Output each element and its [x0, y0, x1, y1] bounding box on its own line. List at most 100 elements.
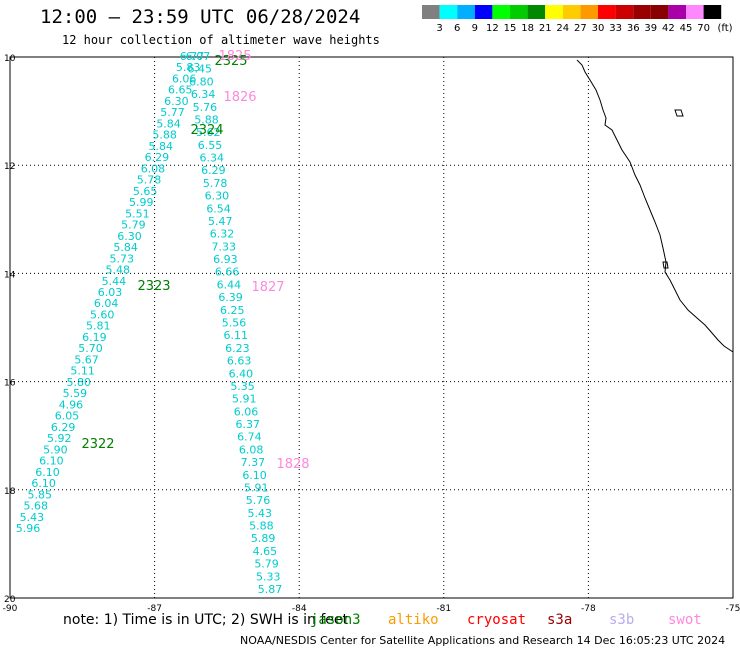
wave-height-value: 5.87: [258, 583, 283, 596]
wave-height-value: 6.10: [242, 469, 267, 482]
wave-height-value: 6.10: [39, 455, 64, 468]
track-time-label: 2323: [137, 279, 170, 294]
mission-jason3: jason3: [310, 612, 361, 628]
wave-height-value: 4.65: [253, 545, 278, 558]
mission-s3b: s3b: [609, 612, 635, 628]
map-frame: [9, 56, 734, 599]
wave-height-value: 6.10: [35, 466, 60, 479]
wave-height-value: 6.37: [235, 418, 260, 431]
wave-height-value: 5.96: [16, 522, 41, 535]
coastline: [576, 59, 734, 353]
wave-height-value: 6.66: [215, 266, 240, 279]
wave-height-value: 5.35: [230, 380, 255, 393]
wave-height-value: 5.84: [156, 117, 181, 130]
wave-height-value: 5.33: [256, 570, 281, 583]
wave-height-value: 6.30: [164, 95, 189, 108]
wave-height-value: 5.60: [90, 308, 115, 321]
wave-height-value: 5.78: [137, 174, 162, 187]
map-subtitle: 12 hour collection of altimeter wave hei…: [62, 33, 380, 47]
footer-credit: NOAA/NESDIS Center for Satellite Applica…: [240, 634, 726, 647]
swot-time-label: 1827: [251, 280, 284, 295]
wave-height-value: 6.29: [201, 164, 226, 177]
wave-height-value: 6.05: [55, 410, 80, 423]
wave-height-value: 5.76: [193, 101, 218, 114]
legend-swatch: [668, 5, 686, 19]
wave-height-value: 5.65: [133, 185, 158, 198]
wave-height-value: 6.03: [98, 286, 123, 299]
wave-height-value: 6.34: [191, 88, 216, 101]
wave-height-value: 5.77: [160, 106, 185, 119]
wave-height-value: 5.59: [63, 387, 88, 400]
wave-height-value: 5.43: [247, 507, 272, 520]
legend-label: 36: [627, 23, 640, 34]
wave-height-value: 5.47: [208, 215, 233, 228]
wave-height-value: 5.80: [67, 376, 92, 389]
wave-height-value: 6.06: [172, 72, 197, 85]
wave-height-value: 6.25: [220, 304, 245, 317]
wave-height-value: 6.44: [217, 278, 242, 291]
legend-label: 9: [472, 23, 478, 34]
legend-swatch: [598, 5, 616, 19]
legend-swatch: [686, 5, 704, 19]
longitude-labels: -90 -87 -84 -81 -78 -75: [3, 604, 740, 614]
legend-label: 30: [592, 23, 605, 34]
legend-swatch: [615, 5, 634, 19]
legend-swatch: [633, 5, 651, 19]
wave-height-value: 6.06: [234, 405, 259, 418]
legend-swatch: [492, 5, 510, 19]
legend-swatch: [439, 5, 458, 19]
wave-height-value: 6.19: [82, 331, 107, 344]
wave-height-value: 6.40: [229, 367, 254, 380]
wave-height-value: 6.29: [145, 151, 170, 164]
legend-label: 15: [504, 23, 517, 34]
wave-height-value: 6.65: [168, 84, 193, 97]
wave-height-value: 5.44: [102, 275, 127, 288]
legend-swatch: [422, 5, 440, 19]
legend-label: 27: [574, 23, 587, 34]
wave-height-values: 6.776.075.836.456.066.806.656.346.30 5.76…: [16, 50, 283, 596]
legend-swatch: [650, 5, 669, 19]
legend-swatch: [562, 5, 581, 19]
track-time-label: 2325: [214, 54, 247, 69]
wave-height-value: 5.81: [86, 320, 111, 333]
wave-height-value: 6.04: [94, 297, 119, 310]
grid-lines: [10, 57, 733, 598]
legend-label: 3: [436, 23, 442, 34]
wave-height-value: 6.07: [186, 50, 211, 63]
lat-label: 16: [4, 379, 16, 389]
wave-height-value: 5.92: [47, 432, 72, 445]
legend-swatch: [510, 5, 528, 19]
wave-height-value: 5.99: [129, 196, 154, 209]
map-title: 12:00 – 23:59 UTC 06/28/2024: [40, 6, 361, 28]
wave-height-value: 5.56: [222, 317, 247, 330]
lon-label: -90: [3, 604, 18, 614]
wave-height-value: 5.91: [244, 481, 269, 494]
wave-height-value: 6.93: [213, 253, 238, 266]
legend-swatch: [580, 5, 598, 19]
island: [674, 109, 684, 117]
wave-height-value: 6.08: [141, 162, 166, 175]
wave-height-value: 5.84: [149, 140, 174, 153]
legend-label: 39: [644, 23, 657, 34]
track-time-label: 2324: [190, 123, 223, 138]
wave-height-value: 6.39: [218, 291, 243, 304]
wave-height-value: 5.79: [121, 219, 146, 232]
wave-height-value: 6.77: [180, 50, 205, 63]
wave-height-value: 5.73: [109, 252, 134, 265]
wave-height-value: 5.78: [203, 177, 228, 190]
swot-time-label: 1828: [276, 457, 309, 472]
legend-label: 18: [521, 23, 534, 34]
mission-swot: swot: [668, 612, 702, 628]
legend-unit: (ft): [717, 23, 732, 34]
lon-label: -78: [581, 604, 596, 614]
swot-time-label: 1826: [223, 90, 256, 105]
wave-height-value: 6.11: [223, 329, 248, 342]
wave-height-value: 5.43: [20, 511, 45, 524]
lon-label: -84: [292, 604, 307, 614]
legend-swatch: [527, 5, 546, 19]
legend-label: 45: [680, 23, 693, 34]
lat-label: 18: [4, 487, 16, 497]
wave-height-value: 7.33: [211, 240, 236, 253]
